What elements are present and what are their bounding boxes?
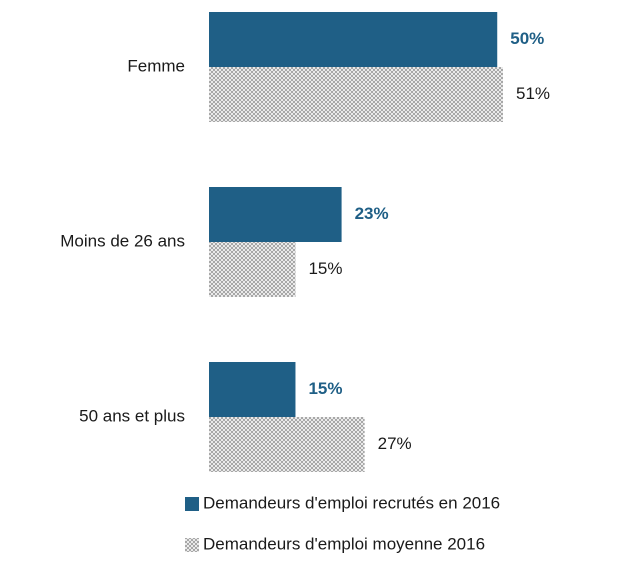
bar <box>209 187 342 242</box>
bar <box>209 362 296 417</box>
bar <box>209 242 296 297</box>
value-label: 51% <box>516 84 550 103</box>
legend-label: Demandeurs d'emploi recrutés en 2016 <box>203 493 500 512</box>
value-label: 23% <box>355 204 389 223</box>
value-label: 27% <box>378 434 412 453</box>
category-label: Moins de 26 ans <box>60 231 185 250</box>
value-label: 15% <box>308 379 342 398</box>
bar <box>209 417 365 472</box>
category-label: Femme <box>127 56 185 75</box>
category-label: 50 ans et plus <box>79 406 185 425</box>
bar <box>209 67 503 122</box>
legend-swatch <box>185 538 199 552</box>
value-label: 15% <box>308 259 342 278</box>
legend-swatch <box>185 497 199 511</box>
legend-label: Demandeurs d'emploi moyenne 2016 <box>203 534 485 553</box>
value-label: 50% <box>510 29 544 48</box>
bar <box>209 12 498 67</box>
